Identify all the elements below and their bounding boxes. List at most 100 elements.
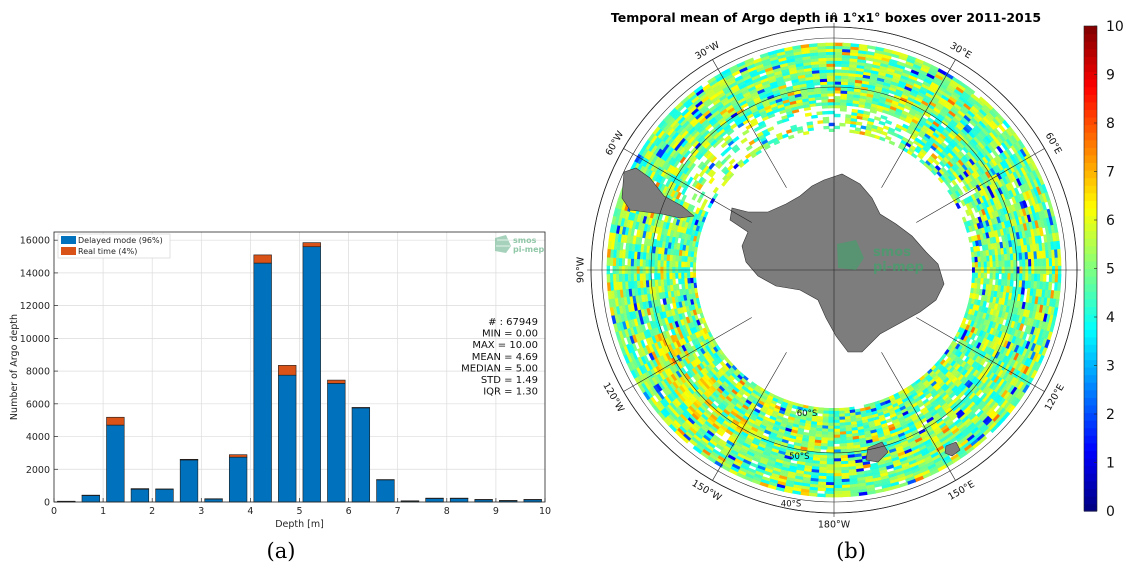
data-cell [763, 429, 772, 435]
data-cell [763, 467, 773, 474]
data-cell [975, 409, 985, 419]
data-cell [762, 470, 773, 477]
data-cell [888, 478, 899, 485]
data-cell [741, 88, 751, 95]
data-cell [760, 453, 770, 460]
data-cell [717, 127, 726, 136]
data-cell [728, 108, 738, 116]
data-cell [696, 387, 704, 396]
data-cell [732, 443, 742, 451]
data-cell [975, 245, 981, 253]
data-cell [778, 84, 787, 90]
data-cell [712, 140, 720, 149]
data-cell [1018, 346, 1026, 357]
data-cell [994, 329, 1001, 338]
data-cell [699, 347, 706, 355]
data-cell [811, 415, 818, 420]
data-cell [970, 128, 979, 138]
data-cell [707, 378, 715, 386]
data-cell [881, 407, 889, 413]
data-cell [744, 423, 753, 430]
data-cell [658, 371, 666, 381]
data-cell [662, 133, 671, 143]
data-cell [840, 472, 850, 477]
data-cell [615, 198, 622, 209]
data-cell [770, 472, 780, 479]
data-cell [654, 364, 662, 374]
data-cell [689, 137, 698, 146]
data-cell [722, 389, 730, 396]
data-cell [760, 77, 770, 84]
data-cell [867, 117, 875, 123]
data-cell [948, 81, 959, 90]
data-cell [825, 464, 834, 468]
y-tick-label: 14000 [20, 268, 50, 279]
data-cell [743, 475, 754, 482]
data-cell [638, 315, 645, 325]
data-cell [713, 389, 721, 397]
data-cell [742, 118, 751, 125]
data-cell [912, 418, 921, 425]
data-cell [696, 396, 705, 405]
data-cell [759, 52, 770, 59]
data-cell [988, 160, 996, 169]
data-cell [1018, 176, 1026, 186]
data-cell [684, 397, 693, 406]
data-cell [665, 178, 672, 188]
data-cell [880, 114, 888, 121]
data-cell [727, 78, 737, 86]
data-cell [981, 394, 990, 404]
data-cell [816, 418, 823, 423]
data-cell [933, 76, 944, 84]
data-cell [676, 134, 685, 144]
data-cell [841, 51, 852, 56]
data-cell [1003, 279, 1008, 287]
data-cell [1021, 339, 1028, 350]
data-cell [977, 267, 982, 274]
data-cell [893, 395, 901, 401]
data-cell [1011, 225, 1017, 235]
data-cell [759, 421, 768, 428]
data-cell [961, 137, 970, 146]
data-cell [701, 345, 709, 354]
data-cell [966, 220, 972, 228]
data-cell [994, 344, 1001, 353]
data-cell [705, 151, 713, 160]
data-cell [724, 126, 733, 134]
data-cell [988, 121, 997, 131]
meridian [916, 148, 1045, 223]
data-cell [887, 473, 897, 479]
data-cell [692, 173, 700, 181]
data-cell [826, 75, 835, 79]
colorbar-step [1084, 412, 1097, 421]
data-cell [959, 119, 968, 127]
data-cell [961, 178, 969, 187]
data-cell [1005, 305, 1011, 314]
data-cell [902, 445, 911, 452]
data-cell [663, 278, 667, 286]
data-cell [1021, 208, 1028, 217]
data-cell [750, 90, 760, 98]
data-cell [640, 330, 646, 341]
data-cell [759, 123, 767, 130]
data-cell [667, 117, 677, 127]
data-cell [944, 103, 953, 111]
data-cell [779, 62, 790, 68]
data-cell [962, 146, 970, 155]
data-cell [974, 398, 983, 407]
data-cell [910, 392, 918, 399]
data-cell [985, 178, 993, 187]
data-cell [681, 129, 690, 138]
data-cell [671, 321, 677, 329]
data-cell [893, 94, 902, 101]
data-cell [747, 65, 758, 73]
data-cell [660, 150, 668, 160]
data-cell [753, 146, 761, 153]
data-cell [693, 343, 700, 352]
data-cell [848, 75, 857, 80]
data-cell [973, 136, 981, 145]
data-cell [710, 138, 718, 147]
data-cell [678, 249, 683, 256]
data-cell [637, 286, 642, 296]
data-cell [986, 255, 990, 263]
